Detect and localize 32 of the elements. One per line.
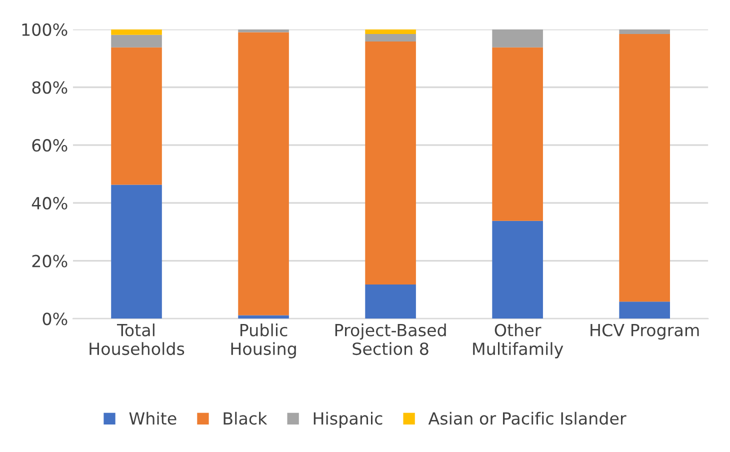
bar [111,47,162,185]
bar [111,184,162,319]
x-tick-label: HCV Program [590,324,699,340]
bar [238,29,289,32]
bar [619,302,670,319]
bar [238,315,289,319]
bar [365,42,416,285]
y-tick-label: 40% [32,196,68,210]
bar [365,29,416,34]
y-tick-label: 20% [32,254,68,268]
bar [111,29,162,35]
y-tick-label: 100% [22,23,68,36]
bar [365,34,416,42]
bar [238,32,289,316]
y-tick-label: 60% [32,139,68,152]
x-tick-label: Project-Based Section 8 [335,324,446,356]
legend-label: Asian or Pacific Islander [428,412,626,425]
bar [492,47,543,221]
y-tick-label: 0% [42,312,68,326]
bar [619,34,670,302]
legend-label: Black [224,412,268,425]
bar [619,29,670,34]
x-tick-label: Public Housing [231,324,296,358]
x-tick-label: Total Households [90,324,184,356]
legend-label: Hispanic [314,412,382,428]
bar [365,284,416,319]
bar [111,34,162,48]
legend-label: White [129,412,176,425]
y-tick-label: 80% [32,81,68,94]
bar [492,29,543,48]
x-tick-label: Other Multifamily [473,324,564,358]
bar [492,220,543,319]
